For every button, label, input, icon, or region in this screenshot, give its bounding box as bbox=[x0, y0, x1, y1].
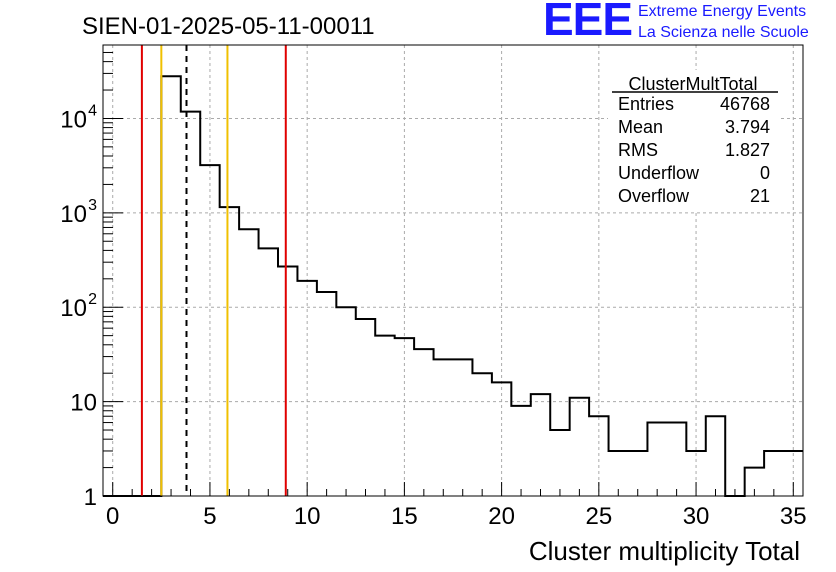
y-tick-exponent: 2 bbox=[88, 291, 97, 308]
stats-value-entries: 46768 bbox=[720, 94, 770, 114]
x-tick-label: 35 bbox=[780, 503, 807, 530]
histogram-bin bbox=[317, 292, 336, 496]
stats-label-underflow: Underflow bbox=[618, 163, 700, 183]
stats-value-overflow: 21 bbox=[750, 186, 770, 206]
histogram-bin bbox=[706, 416, 725, 496]
histogram-bin bbox=[278, 267, 297, 496]
stats-label-overflow: Overflow bbox=[618, 186, 690, 206]
stats-label-mean: Mean bbox=[618, 117, 663, 137]
y-tick-exponent: 3 bbox=[88, 197, 97, 214]
histogram-bin bbox=[239, 229, 258, 496]
stats-label-rms: RMS bbox=[618, 140, 658, 160]
stats-value-mean: 3.794 bbox=[725, 117, 770, 137]
x-tick-label: 0 bbox=[106, 503, 119, 530]
x-tick-label: 5 bbox=[203, 503, 216, 530]
histogram-bin bbox=[472, 373, 491, 496]
histogram-bin bbox=[511, 406, 530, 496]
x-tick-label: 25 bbox=[585, 503, 612, 530]
y-tick-label: 1 bbox=[84, 484, 97, 511]
histogram-bin bbox=[181, 112, 200, 496]
stats-box: ClusterMultTotal Entries 46768 Mean 3.79… bbox=[608, 70, 780, 210]
histogram-bin bbox=[220, 207, 239, 496]
x-tick-label: 10 bbox=[294, 503, 321, 530]
logo-line-2: La Scienza nelle Scuole bbox=[638, 24, 809, 41]
y-tick-exponent: 4 bbox=[88, 102, 97, 119]
histogram-bin bbox=[375, 336, 394, 496]
histogram-bin bbox=[434, 359, 453, 496]
stats-box-background bbox=[608, 70, 780, 210]
y-tick-label: 10 bbox=[60, 295, 87, 322]
y-tick-label: 10 bbox=[60, 106, 87, 133]
histogram-bin bbox=[453, 359, 472, 496]
stats-value-rms: 1.827 bbox=[725, 140, 770, 160]
histogram-bin bbox=[161, 76, 180, 496]
eee-logo: EEE Extreme Energy Events La Scienza nel… bbox=[543, 0, 833, 45]
plot-frame bbox=[102, 44, 804, 497]
x-axis-label: Cluster multiplicity Total bbox=[529, 536, 800, 566]
histogram-series bbox=[103, 75, 803, 497]
histogram-outline bbox=[103, 75, 803, 497]
histogram-bin bbox=[356, 319, 375, 496]
logo-line-1: Extreme Energy Events bbox=[638, 3, 807, 20]
histogram-bin bbox=[259, 248, 278, 496]
histogram-bin bbox=[550, 430, 569, 496]
histogram-bin bbox=[667, 423, 686, 496]
histogram-bin bbox=[570, 398, 589, 496]
logo-eee-text: EEE bbox=[543, 0, 633, 45]
chart-title: SIEN-01-2025-05-11-00011 bbox=[82, 13, 375, 40]
x-tick-label: 30 bbox=[683, 503, 710, 530]
stats-label-entries: Entries bbox=[618, 94, 674, 114]
stats-value-underflow: 0 bbox=[760, 163, 770, 183]
y-tick-label: 10 bbox=[60, 201, 87, 228]
y-tick-label: 10 bbox=[70, 390, 97, 417]
histogram-bin bbox=[531, 394, 550, 496]
histogram-bin bbox=[647, 423, 666, 496]
marker-lines bbox=[140, 45, 287, 496]
x-tick-label: 20 bbox=[488, 503, 515, 530]
histogram-bin bbox=[414, 349, 433, 496]
stats-box-title: ClusterMultTotal bbox=[628, 74, 757, 94]
x-tick-label: 15 bbox=[391, 503, 418, 530]
